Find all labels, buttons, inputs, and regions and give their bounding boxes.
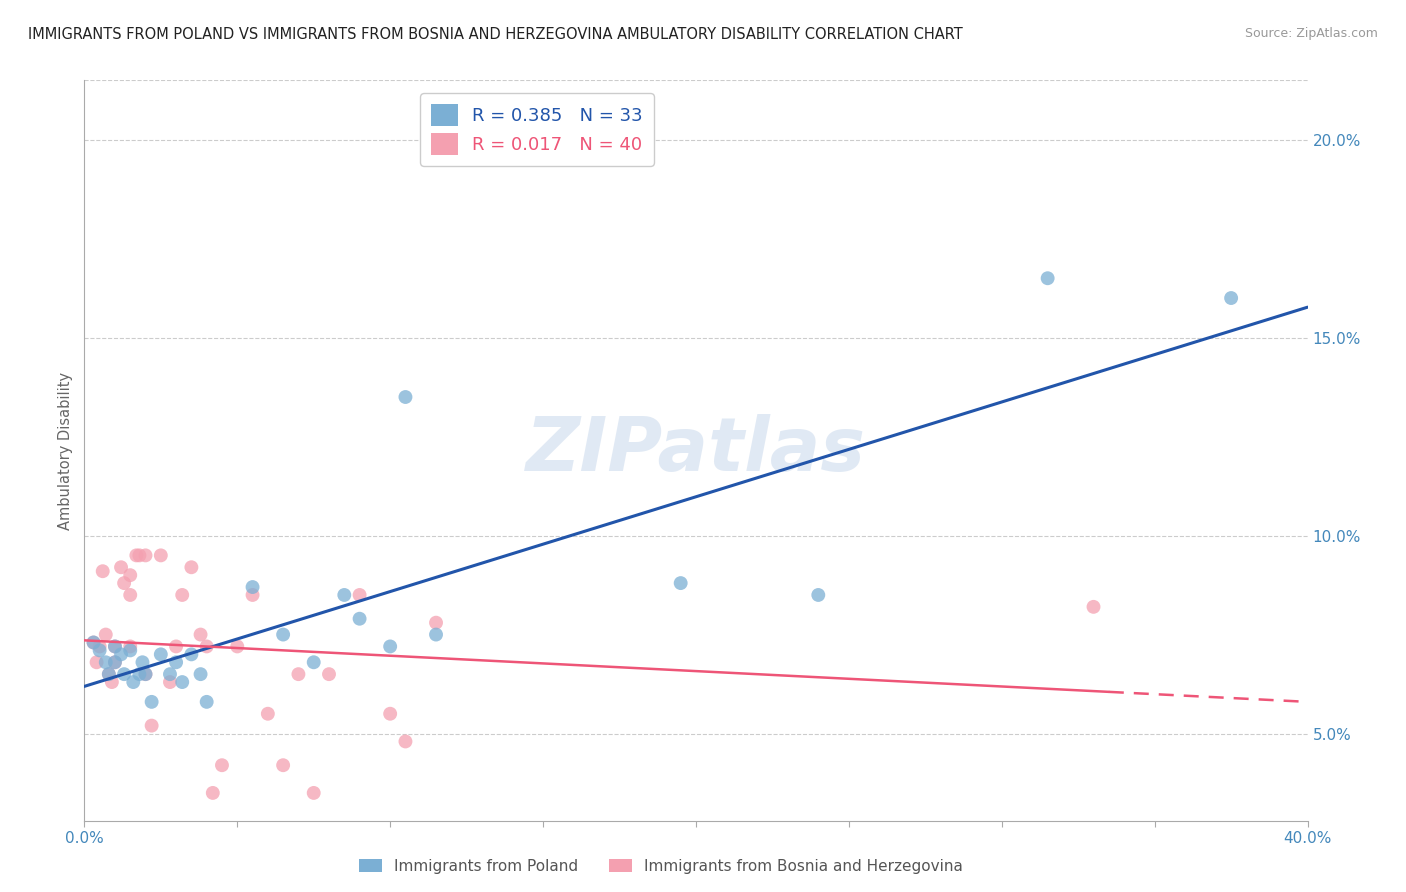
Point <box>97 667 120 681</box>
Point <box>120 640 142 654</box>
Point <box>201 786 224 800</box>
Point <box>1083 599 1105 614</box>
Point <box>89 643 111 657</box>
Point <box>120 568 142 582</box>
Point <box>135 667 157 681</box>
Text: ZIPatlas: ZIPatlas <box>526 414 866 487</box>
Point <box>318 667 340 681</box>
Point <box>302 655 325 669</box>
Point <box>128 667 150 681</box>
Point <box>1036 271 1059 285</box>
Y-axis label: Ambulatory Disability: Ambulatory Disability <box>58 371 73 530</box>
Point <box>349 612 371 626</box>
Point <box>242 588 264 602</box>
Point <box>425 615 447 630</box>
Point <box>165 640 187 654</box>
Point <box>135 549 157 563</box>
Text: Source: ZipAtlas.com: Source: ZipAtlas.com <box>1244 27 1378 40</box>
Point <box>333 588 356 602</box>
Point <box>242 580 264 594</box>
Point <box>120 588 142 602</box>
Point <box>86 655 108 669</box>
Point <box>149 648 172 662</box>
Point <box>104 640 127 654</box>
Point <box>195 640 218 654</box>
Point <box>94 627 117 641</box>
Point <box>226 640 249 654</box>
Point <box>83 635 105 649</box>
Point <box>425 627 447 641</box>
Point <box>302 786 325 800</box>
Point <box>669 576 692 591</box>
Point <box>110 560 132 574</box>
Point <box>380 640 402 654</box>
Point <box>271 627 294 641</box>
Point <box>394 390 416 404</box>
Point <box>104 655 127 669</box>
Point <box>91 564 114 578</box>
Point <box>141 695 163 709</box>
Point <box>122 675 145 690</box>
Point <box>159 667 181 681</box>
Point <box>271 758 294 772</box>
Legend: R = 0.385   N = 33, R = 0.017   N = 40: R = 0.385 N = 33, R = 0.017 N = 40 <box>420 93 654 166</box>
Point <box>83 635 105 649</box>
Point <box>112 576 135 591</box>
Point <box>172 588 194 602</box>
Point <box>149 549 172 563</box>
Point <box>172 675 194 690</box>
Point <box>101 675 124 690</box>
Point <box>257 706 280 721</box>
Point <box>110 648 132 662</box>
Point <box>104 655 127 669</box>
Point <box>94 655 117 669</box>
Legend: Immigrants from Poland, Immigrants from Bosnia and Herzegovina: Immigrants from Poland, Immigrants from … <box>353 853 969 880</box>
Point <box>1220 291 1243 305</box>
Point <box>394 734 416 748</box>
Point <box>89 640 111 654</box>
Point <box>104 640 127 654</box>
Point <box>141 718 163 732</box>
Point <box>165 655 187 669</box>
Point <box>97 667 120 681</box>
Point <box>159 675 181 690</box>
Point <box>380 706 402 721</box>
Point <box>180 648 202 662</box>
Point <box>190 627 212 641</box>
Point <box>195 695 218 709</box>
Point <box>128 549 150 563</box>
Point <box>190 667 212 681</box>
Point <box>287 667 309 681</box>
Point <box>349 588 371 602</box>
Point <box>131 655 153 669</box>
Point <box>125 549 148 563</box>
Point <box>120 643 142 657</box>
Point <box>135 667 157 681</box>
Text: IMMIGRANTS FROM POLAND VS IMMIGRANTS FROM BOSNIA AND HERZEGOVINA AMBULATORY DISA: IMMIGRANTS FROM POLAND VS IMMIGRANTS FRO… <box>28 27 963 42</box>
Point <box>211 758 233 772</box>
Point <box>807 588 830 602</box>
Point <box>180 560 202 574</box>
Point <box>112 667 135 681</box>
